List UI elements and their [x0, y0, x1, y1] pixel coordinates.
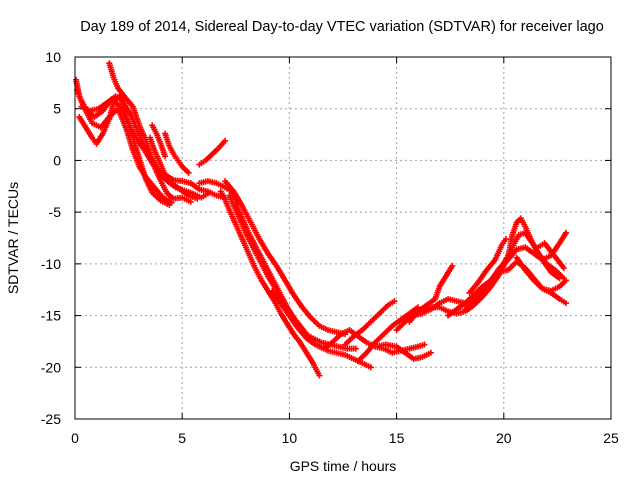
axes: 0 5 10 15 20 25 -25 -20 -15 -10 -5 0 5 10: [41, 49, 619, 446]
data-point: [162, 153, 169, 160]
data-point: [449, 262, 456, 269]
data-point: [185, 169, 192, 176]
y-tick-label: -10: [41, 256, 61, 272]
data-track: [466, 236, 509, 296]
chart-title: Day 189 of 2014, Sidereal Day-to-day VTE…: [80, 19, 604, 35]
data-point: [352, 345, 359, 352]
x-axis-label: GPS time / hours: [290, 458, 397, 474]
data-track: [232, 200, 359, 352]
data-point: [391, 298, 398, 305]
y-tick-label: -25: [41, 411, 61, 427]
data-track: [355, 304, 422, 365]
data-track: [372, 341, 434, 363]
data-track: [149, 122, 169, 160]
data-point: [427, 349, 434, 356]
data-track: [222, 178, 349, 338]
data-point: [166, 201, 173, 208]
y-axis-label: SDTVAR / TECUs: [5, 182, 21, 294]
x-tick-label: 10: [282, 430, 298, 446]
y-tick-label: 0: [53, 152, 61, 168]
data-track: [196, 137, 229, 168]
data-point: [421, 341, 428, 348]
x-tick-label: 0: [71, 430, 79, 446]
y-tick-label: -5: [49, 204, 62, 220]
y-tick-label: 5: [53, 101, 61, 117]
x-tick-label: 25: [603, 430, 619, 446]
data-marks: [73, 60, 569, 379]
data-track: [217, 188, 323, 379]
data-point: [502, 236, 509, 243]
data-point: [316, 372, 323, 379]
data-track: [406, 262, 456, 325]
data-point: [562, 277, 569, 284]
data-track: [78, 93, 211, 201]
data-track: [76, 92, 173, 208]
y-tick-label: -15: [41, 308, 61, 324]
data-point: [562, 300, 569, 307]
data-track: [162, 130, 192, 176]
data-point: [367, 364, 374, 371]
data-track: [513, 254, 569, 294]
x-tick-label: 5: [178, 430, 186, 446]
data-point: [187, 198, 194, 205]
x-tick-label: 20: [496, 430, 512, 446]
data-track: [342, 298, 398, 348]
data-point: [562, 229, 569, 236]
x-tick-label: 15: [389, 430, 405, 446]
plot-frame: [74, 56, 612, 420]
y-tick-label: 10: [45, 49, 61, 65]
data-track: [535, 240, 567, 271]
y-tick-label: -20: [41, 359, 61, 375]
data-point: [560, 264, 567, 271]
data-point: [222, 137, 229, 144]
